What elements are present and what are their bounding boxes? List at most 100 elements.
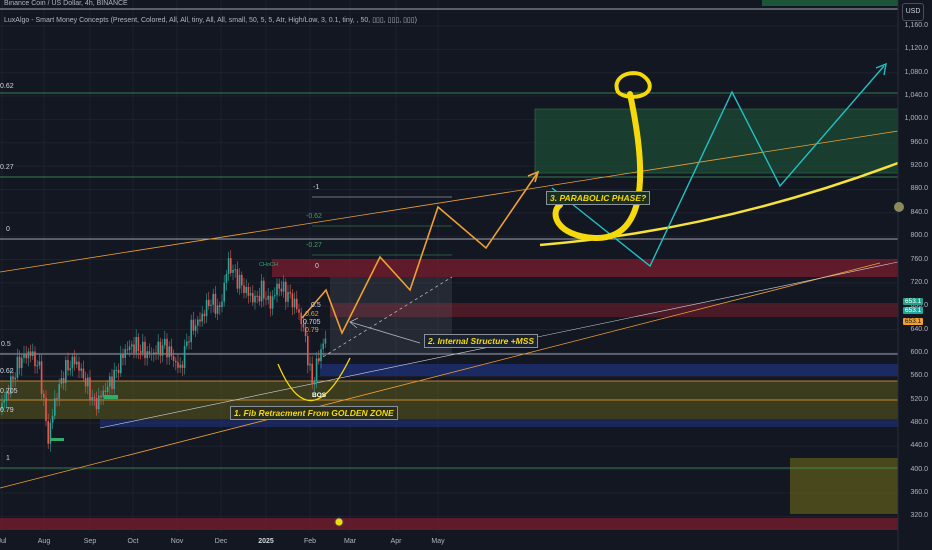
candle-body <box>219 305 221 307</box>
candle-body <box>170 346 173 357</box>
candle-body <box>208 299 210 306</box>
candle-body <box>73 356 76 365</box>
hand-drawn-hook <box>552 91 644 242</box>
candle-body <box>51 415 54 423</box>
candle-body <box>82 368 85 379</box>
candle-body <box>27 351 30 359</box>
candle-body <box>260 280 263 302</box>
candle-body <box>201 313 203 322</box>
candle-body <box>300 312 302 324</box>
candle-body <box>223 282 225 302</box>
time-tick: Jul <box>0 538 7 545</box>
candle-body <box>221 301 223 307</box>
time-tick: Nov <box>170 538 184 545</box>
candle-body <box>285 281 287 302</box>
bottom-red-band <box>0 518 898 530</box>
candle-body <box>320 349 322 362</box>
fib-label-0.705: 0.705 <box>0 388 18 395</box>
inner-fib-label-neg0.62: -0.62 <box>306 213 322 220</box>
price-tick: 600.0 <box>910 348 928 356</box>
candle-body <box>65 359 67 384</box>
candle-body <box>142 341 144 353</box>
candle-body <box>263 280 265 299</box>
candle-body <box>69 368 71 371</box>
candle-body <box>247 286 250 296</box>
candle-body <box>109 376 111 387</box>
candle-body <box>148 351 151 355</box>
candle-body <box>117 369 120 374</box>
time-tick: 2025 <box>258 538 274 545</box>
candle-body <box>291 293 294 308</box>
price-tick: 920.0 <box>910 162 928 170</box>
price-tick: 1,000.0 <box>904 115 928 123</box>
candle-body <box>276 283 278 296</box>
candle-body <box>7 391 10 395</box>
candle-body <box>135 336 137 353</box>
candle-body <box>304 327 307 337</box>
candle-body <box>183 345 186 369</box>
annotation-step-3[interactable]: 3. PARABOLIC PHASE? <box>546 191 651 205</box>
candle-body <box>71 356 74 369</box>
candle-body <box>159 341 162 356</box>
candle-body <box>106 386 109 393</box>
candle-body <box>45 397 47 422</box>
candle-body <box>10 376 12 395</box>
candle-body <box>175 360 177 363</box>
candle-body <box>192 319 195 331</box>
candle-body <box>104 390 107 393</box>
annotation-step-1[interactable]: 1. Fib Retracment From GOLDEN ZONE <box>230 406 398 420</box>
candle-body <box>84 378 87 387</box>
fib-label-0.62-top: 0.62 <box>0 83 14 90</box>
lower-blue-zone <box>100 419 898 427</box>
price-tick: 800.0 <box>910 232 928 240</box>
candle-body <box>212 293 214 305</box>
candle-body <box>47 421 49 444</box>
candle-body <box>122 353 124 358</box>
price-tick: 360.0 <box>910 489 928 496</box>
candle-body <box>172 356 175 361</box>
indicator-title[interactable]: LuxAlgo - Smart Money Concepts (Present,… <box>4 17 417 24</box>
candle-body <box>254 295 256 303</box>
candle-body <box>318 358 320 362</box>
time-tick: Oct <box>127 538 139 545</box>
currency-button[interactable]: USD <box>902 3 924 21</box>
candle-body <box>155 352 157 355</box>
candle-body <box>95 398 98 410</box>
bos-label: BOS <box>312 392 327 399</box>
candle-body <box>181 364 184 369</box>
candle-body <box>18 356 21 369</box>
candle-body <box>245 286 247 293</box>
candle-body <box>111 376 113 390</box>
candle-body <box>137 336 140 352</box>
candle-body <box>60 378 63 385</box>
candle-body <box>89 377 91 401</box>
candle-body <box>14 377 16 380</box>
candle-body <box>25 353 27 359</box>
price-badge-cyan: 653.1 <box>903 298 924 305</box>
price-tick: 760.0 <box>910 255 928 263</box>
candle-body <box>40 361 43 394</box>
candle-body <box>164 338 166 346</box>
fib-label-0.5: 0.5 <box>1 341 11 348</box>
annotation-step-2[interactable]: 2. Internal Structure +MSS <box>424 334 539 348</box>
candle-body <box>49 422 52 444</box>
candle-body <box>278 283 280 289</box>
hook-head <box>614 71 652 99</box>
candle-body <box>166 338 168 358</box>
candle-body <box>58 384 60 399</box>
candle-body <box>236 269 239 289</box>
price-badge-upper: 653.1 <box>903 307 924 314</box>
date-marker-icon[interactable] <box>334 517 344 527</box>
price-tick: 720.0 <box>910 278 928 286</box>
candle-body <box>76 361 78 365</box>
candle-body <box>34 351 36 367</box>
candle-body <box>249 293 252 296</box>
candle-body <box>113 370 115 390</box>
candle-body <box>102 390 104 398</box>
scroll-dot[interactable] <box>894 202 904 212</box>
candle-body <box>87 377 89 387</box>
candle-body <box>280 288 283 292</box>
green-demand-small-2 <box>50 438 64 441</box>
